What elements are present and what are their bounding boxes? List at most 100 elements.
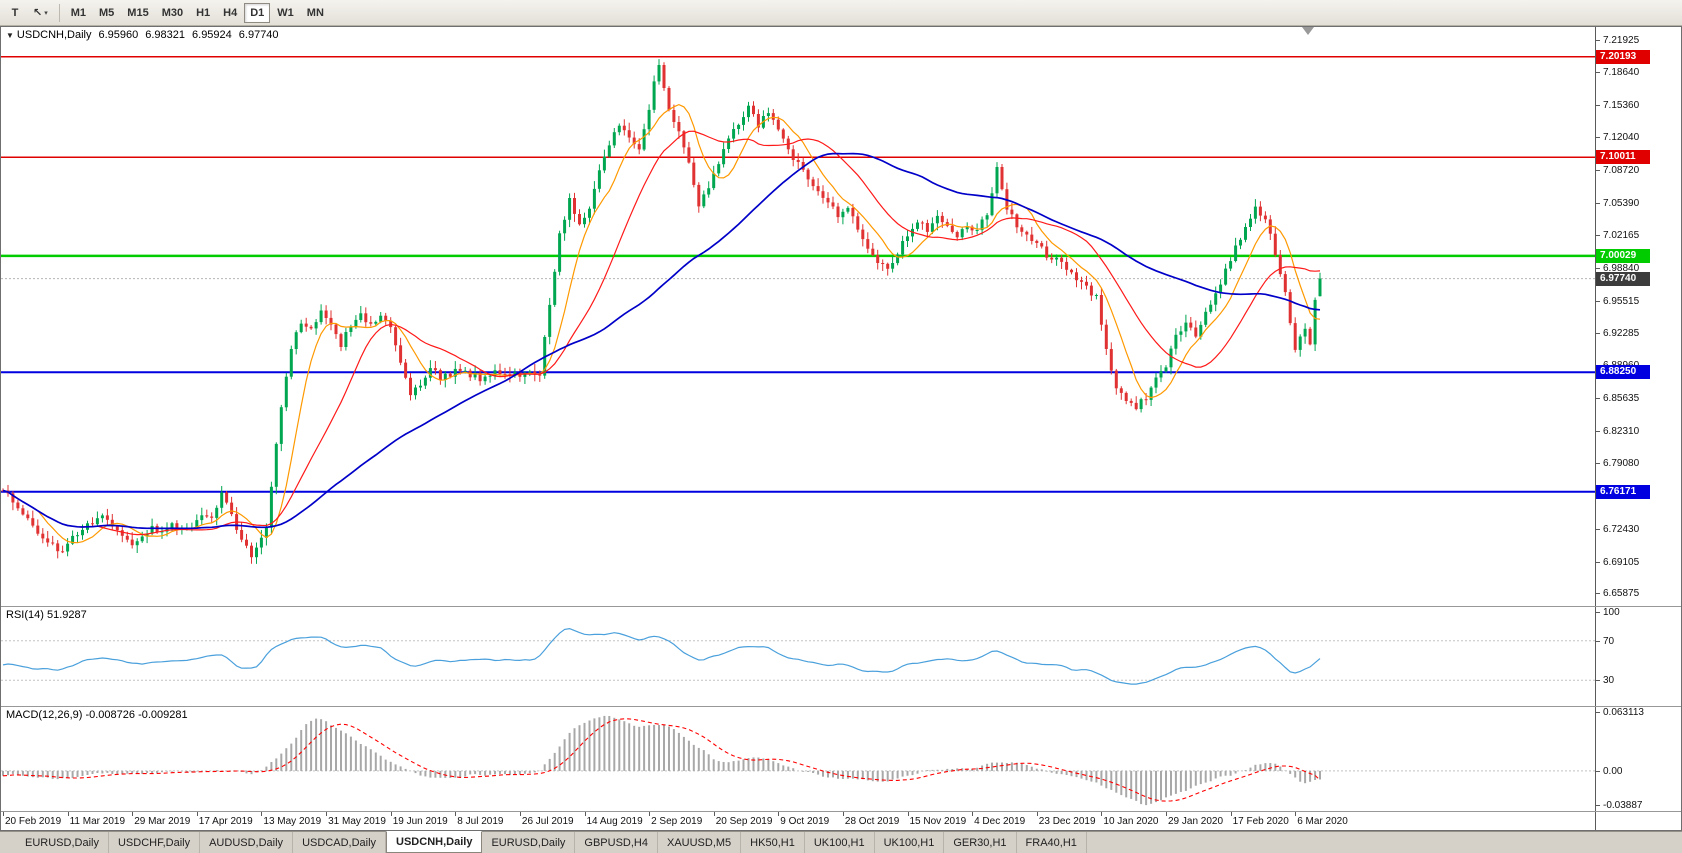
macd-chart[interactable]: [1, 707, 1595, 811]
chart-tab-eurusd-daily[interactable]: EURUSD,Daily: [16, 832, 109, 853]
chart-tab-fra40-h1[interactable]: FRA40,H1: [1017, 832, 1087, 853]
time-tickmark: [132, 812, 134, 816]
date-label: 23 Dec 2019: [1038, 816, 1096, 827]
chart-tab-xauusd-m5[interactable]: XAUUSD,M5: [658, 832, 742, 853]
date-label: 20 Feb 2019: [5, 816, 62, 827]
macd-axis[interactable]: 0.063113 0.00 -0.03887: [1595, 707, 1681, 811]
chart-ohlc-label: ▼ USDCNH,Daily 6.95960 6.98321 6.95924 6.9774…: [6, 29, 286, 41]
date-label: 13 May 2019: [263, 816, 322, 827]
time-tickmark: [1101, 812, 1103, 816]
time-tickmark: [778, 812, 780, 816]
date-label: 29 Jan 2020: [1168, 816, 1224, 827]
macd-plot[interactable]: [1, 707, 1595, 811]
axis-tickmark: [1596, 234, 1600, 236]
chart-tab-eurusd-daily[interactable]: EURUSD,Daily: [482, 832, 576, 853]
price-tick: 6.92285: [1603, 327, 1640, 339]
chart-tab-usdcnh-daily[interactable]: USDCNH,Daily: [386, 831, 483, 853]
rsi-chart[interactable]: [1, 607, 1595, 706]
date-label: 31 May 2019: [328, 816, 386, 827]
axis-tickmark: [1596, 712, 1600, 713]
time-tickmark: [519, 812, 521, 816]
date-label: 2 Sep 2019: [651, 816, 703, 827]
price-tick: 6.95515: [1603, 295, 1640, 307]
collapse-icon[interactable]: ▼: [6, 31, 14, 40]
axis-tickmark: [1596, 462, 1600, 464]
price-tick: 7.02165: [1603, 229, 1640, 241]
axis-tickmark: [1596, 612, 1600, 613]
timeframe-w1-button[interactable]: W1: [271, 3, 300, 23]
axis-tickmark: [1596, 680, 1600, 682]
chart-tab-usdcad-daily[interactable]: USDCAD,Daily: [293, 832, 387, 853]
candlestick-chart[interactable]: [1, 27, 1595, 606]
axis-tickmark: [1596, 561, 1600, 563]
axis-tickmark: [1596, 267, 1600, 269]
date-label: 4 Dec 2019: [974, 816, 1026, 827]
macd-pane: 0.063113 0.00 -0.03887 MACD(12,26,9) -0.00…: [1, 707, 1681, 812]
timeframe-h4-button[interactable]: H4: [217, 3, 243, 23]
chart-tab-hk50-h1[interactable]: HK50,H1: [741, 832, 805, 853]
date-label: 26 Jul 2019: [521, 816, 574, 827]
candles: [1, 59, 1322, 564]
text-tool-button[interactable]: T: [3, 3, 27, 23]
chart-shift-marker[interactable]: [1302, 27, 1314, 35]
chart-tab-gbpusd-h4[interactable]: GBPUSD,H4: [575, 832, 658, 853]
rsi-axis[interactable]: 100 70 30: [1595, 607, 1681, 706]
time-tickmark: [972, 812, 974, 816]
chart-tab-audusd-daily[interactable]: AUDUSD,Daily: [200, 832, 294, 853]
date-label: 17 Feb 2020: [1232, 816, 1289, 827]
macd-histogram: [2, 715, 1321, 806]
rsi-tick: 100: [1603, 607, 1620, 618]
close-value: 6.97740: [238, 29, 279, 41]
axis-tickmark: [1596, 104, 1600, 106]
timeframe-m15-button[interactable]: M15: [121, 3, 154, 23]
dropdown-arrow-icon: ▾: [44, 9, 48, 17]
price-plot[interactable]: [1, 27, 1595, 606]
time-tickmark: [261, 812, 263, 816]
axis-tickmark: [1596, 72, 1600, 74]
price-tick: 6.72430: [1603, 523, 1640, 535]
date-label: 17 Apr 2019: [198, 816, 253, 827]
axis-tickmark: [1596, 300, 1600, 302]
time-tickmark: [649, 812, 651, 816]
timeframe-d1-button[interactable]: D1: [244, 2, 271, 23]
price-axis[interactable]: 7.21925 7.18640 7.15360 7.12040 7.08720 7.053…: [1595, 27, 1681, 606]
time-tickmark: [1295, 812, 1297, 816]
time-tickmark: [907, 812, 909, 816]
date-label: 6 Mar 2020: [1297, 816, 1348, 827]
axis-tickmark: [1596, 528, 1600, 530]
price-tick: 6.82310: [1603, 426, 1640, 437]
axis-tickmark: [1596, 593, 1600, 595]
price-badge-6.88250: 6.88250: [1596, 365, 1650, 380]
rsi-plot[interactable]: [1, 607, 1595, 706]
price-tick: 6.79080: [1603, 457, 1640, 469]
date-label: 11 Mar 2019: [69, 816, 125, 827]
chart-tab-ger30-h1[interactable]: GER30,H1: [944, 832, 1017, 853]
cursor-tool-button[interactable]: ↖ ▾: [27, 3, 54, 23]
price-badge-6.76171: 6.76171: [1596, 484, 1650, 499]
timeframe-mn-button[interactable]: MN: [301, 3, 330, 23]
price-tick: 6.69105: [1603, 556, 1640, 568]
time-tickmark: [390, 812, 392, 816]
timeframe-m5-button[interactable]: M5: [93, 3, 120, 23]
price-tick: 6.98840: [1603, 262, 1640, 274]
timeframe-m1-button[interactable]: M1: [65, 3, 92, 23]
symbol-label: USDCNH,Daily: [16, 29, 92, 41]
date-label: 14 Aug 2019: [586, 816, 643, 827]
chart-tab-usdchf-daily[interactable]: USDCHF,Daily: [109, 832, 201, 853]
timeframe-m30-button[interactable]: M30: [156, 3, 189, 23]
time-tickmark: [713, 812, 715, 816]
low-value: 6.95924: [192, 29, 232, 41]
price-badge-7.10011: 7.10011: [1596, 150, 1650, 165]
chart-tab-uk100-h1[interactable]: UK100,H1: [805, 832, 875, 853]
rsi-pane: 100 70 30 RSI(14) 51.9287: [1, 607, 1681, 707]
chart-tab-uk100-h1[interactable]: UK100,H1: [875, 832, 945, 853]
time-axis[interactable]: 20 Feb 2019 11 Mar 2019 29 Mar 2019 17 Apr …: [1, 812, 1681, 830]
price-tick: 6.85635: [1603, 393, 1640, 405]
time-tickmark: [842, 812, 844, 816]
timeframe-h1-button[interactable]: H1: [190, 3, 216, 23]
price-tick: 7.15360: [1603, 99, 1640, 111]
macd-signal-line: [2, 718, 1321, 802]
price-badge-7.00029: 7.00029: [1596, 248, 1650, 263]
price-tick: 7.05390: [1603, 198, 1640, 209]
axis-tickmark: [1596, 137, 1600, 139]
